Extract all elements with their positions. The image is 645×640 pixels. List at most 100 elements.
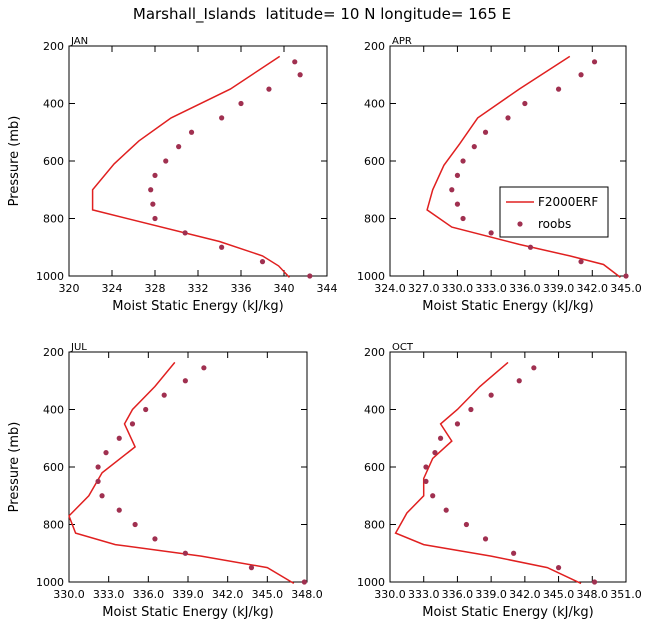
y-tick-label: 800 <box>43 213 64 226</box>
x-tick-label: 330.0 <box>374 588 406 601</box>
x-axis-label: Moist Static Energy (kJ/kg) <box>422 605 593 620</box>
obs-point <box>219 115 225 121</box>
obs-point <box>516 378 522 384</box>
obs-point <box>488 230 494 236</box>
legend-model-label: F2000ERF <box>538 195 598 209</box>
obs-point <box>116 507 122 513</box>
x-tick-label: 333.0 <box>408 588 440 601</box>
obs-point <box>449 187 455 193</box>
obs-point <box>188 129 195 135</box>
obs-point <box>182 550 188 556</box>
obs-point <box>454 201 461 207</box>
x-tick-label: 328 <box>145 282 166 295</box>
y-tick-label: 1000 <box>36 270 64 283</box>
obs-point <box>182 230 188 236</box>
obs-point <box>511 550 517 556</box>
y-tick-label: 600 <box>43 155 64 168</box>
obs-point <box>259 259 266 265</box>
obs-point <box>148 187 154 193</box>
obs-point <box>463 521 470 528</box>
y-tick-label: 800 <box>364 519 385 532</box>
obs-point <box>443 507 449 513</box>
x-tick-label: 342.0 <box>509 588 541 601</box>
obs-point <box>578 259 584 265</box>
obs-point <box>460 215 466 222</box>
obs-point <box>505 115 511 121</box>
obs-point <box>266 86 272 92</box>
y-tick-label: 200 <box>43 40 64 53</box>
obs-point <box>578 72 584 78</box>
obs-point <box>152 536 158 542</box>
panel-apr: APR 324.0 327.0 330.0 333.0 336.0 339.0 342.0 34… <box>357 36 642 314</box>
x-tick-label: 336.0 <box>442 588 474 601</box>
legend: F2000ERF roobs <box>499 186 609 238</box>
obs-point <box>591 59 598 65</box>
month-label: JAN <box>70 36 88 47</box>
obs-point <box>468 406 474 413</box>
panel-jul: JUL 330.0 333.0 336.0 339.0 342.0 345.0 348.0 20… <box>7 342 323 620</box>
month-label: OCT <box>392 342 414 353</box>
obs-point <box>482 129 489 135</box>
obs-point <box>152 172 158 178</box>
legend-dot-swatch <box>517 221 523 227</box>
x-axis-label: Moist Static Energy (kJ/kg) <box>422 299 593 314</box>
obs-point <box>488 392 494 398</box>
obs-point <box>591 579 598 585</box>
y-axis-label: Pressure (mb) <box>7 422 22 513</box>
obs-point <box>132 521 138 528</box>
obs-point <box>238 100 244 107</box>
month-label: JUL <box>70 342 87 353</box>
obs-point <box>152 215 158 222</box>
x-tick-label: 344 <box>317 282 338 295</box>
x-tick-label: 348.0 <box>291 588 323 601</box>
x-tick-label: 333.0 <box>475 282 507 295</box>
obs-point <box>99 493 105 499</box>
obs-point <box>482 536 489 542</box>
plot-frame <box>68 45 328 277</box>
y-tick-label: 400 <box>364 98 385 111</box>
obs-point <box>555 565 562 571</box>
obs-point <box>201 365 207 371</box>
obs-point <box>161 392 167 398</box>
obs-point <box>307 273 313 279</box>
series-line-model <box>68 361 295 585</box>
obs-point <box>432 450 438 456</box>
x-tick-label: 342.0 <box>212 588 244 601</box>
y-tick-label: 200 <box>364 40 385 53</box>
x-tick-label: 340 <box>274 282 295 295</box>
x-tick-label: 336.0 <box>509 282 541 295</box>
series-line-model <box>91 55 290 278</box>
obs-point <box>116 435 122 441</box>
x-axis-label: Moist Static Energy (kJ/kg) <box>102 605 273 620</box>
y-tick-label: 400 <box>364 404 385 417</box>
x-tick-label: 345.0 <box>543 588 575 601</box>
obs-point <box>430 493 436 499</box>
obs-point <box>454 421 461 427</box>
obs-point <box>129 421 136 427</box>
figure-title: Marshall_Islands latitude= 10 N longitud… <box>133 5 511 24</box>
legend-obs-label: roobs <box>538 217 571 231</box>
panel-jan: JAN 320 324 328 332 336 340 344 200 400 600 800 1000… <box>7 36 338 314</box>
obs-point <box>143 406 149 413</box>
obs-point <box>301 579 307 585</box>
x-tick-label: 336 <box>231 282 252 295</box>
obs-point <box>292 59 298 65</box>
obs-point <box>150 201 156 207</box>
y-tick-label: 600 <box>364 155 385 168</box>
x-tick-label: 342.0 <box>577 282 609 295</box>
obs-point <box>248 565 255 571</box>
obs-point <box>423 478 429 484</box>
y-tick-label: 800 <box>364 213 385 226</box>
obs-point <box>555 86 562 92</box>
x-tick-label: 327.0 <box>408 282 440 295</box>
x-tick-label: 332 <box>188 282 209 295</box>
x-tick-label: 333.0 <box>93 588 125 601</box>
x-tick-label: 320 <box>59 282 80 295</box>
y-tick-label: 200 <box>43 346 64 359</box>
x-tick-label: 345.0 <box>252 588 284 601</box>
y-tick-label: 1000 <box>36 576 64 589</box>
obs-point <box>471 144 477 150</box>
x-tick-label: 324.0 <box>374 282 406 295</box>
series-line-model <box>394 361 582 585</box>
